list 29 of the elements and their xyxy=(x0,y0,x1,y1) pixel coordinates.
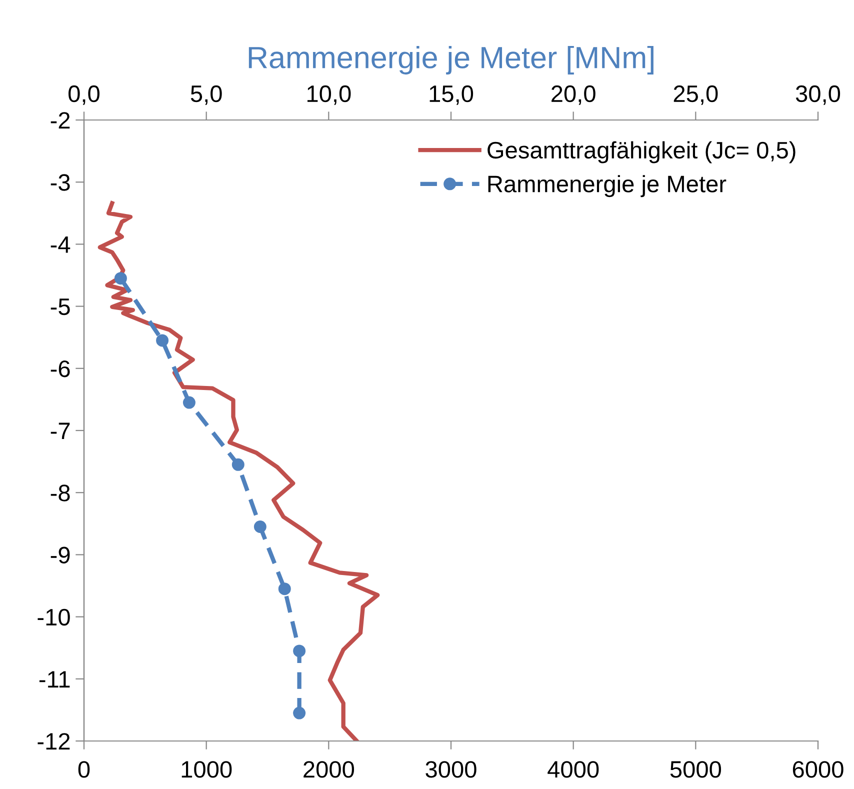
x2-tick-label: 15,0 xyxy=(430,85,474,105)
y-tick-label: -3 xyxy=(50,174,70,191)
x-tick-label: 3000 xyxy=(426,761,476,778)
y-tick-label: -9 xyxy=(50,546,70,564)
y-tick-label: -2 xyxy=(50,112,70,129)
x-tick-label: 6000 xyxy=(792,761,844,778)
y-tick-label: -12 xyxy=(38,733,70,750)
legend-label: Gesamttragfähigkeit (Jc= 0,5) xyxy=(488,141,796,164)
x2-tick-label: 5,0 xyxy=(190,85,222,105)
x2-tick-label: 0,0 xyxy=(68,85,100,105)
y-tick-label: -11 xyxy=(39,671,70,688)
x2-tick-label: 10,0 xyxy=(307,85,351,105)
chart-title: Rammenergie je Meter [MNm] xyxy=(248,46,654,74)
y-tick-label: -8 xyxy=(50,484,70,502)
legend-label: Rammenergie je Meter xyxy=(488,175,726,198)
x-tick-label: 0 xyxy=(78,761,90,778)
y-tick-label: -10 xyxy=(38,608,70,626)
x-tick-label: 2000 xyxy=(304,761,354,778)
x-tick-label: 4000 xyxy=(548,761,599,778)
y-tick-label: -6 xyxy=(50,360,70,378)
x2-tick-label: 20,0 xyxy=(552,85,596,105)
x-tick-label: 1000 xyxy=(182,761,232,778)
y-tick-label: -5 xyxy=(50,298,70,316)
line-series xyxy=(98,201,380,741)
x-tick-label: 5000 xyxy=(670,761,722,778)
x2-tick-label: 25,0 xyxy=(674,85,718,105)
x2-tick-label: 30,0 xyxy=(796,85,840,105)
y-tick-label: -7 xyxy=(50,422,70,440)
y-tick-label: -4 xyxy=(50,236,70,253)
